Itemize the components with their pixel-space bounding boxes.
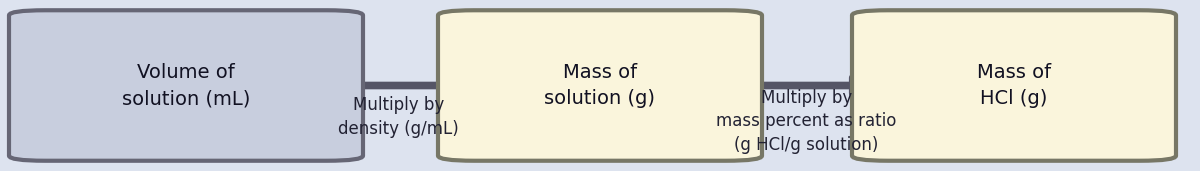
- Text: Volume of
solution (mL): Volume of solution (mL): [122, 63, 250, 108]
- FancyBboxPatch shape: [438, 10, 762, 161]
- Text: Multiply by
density (g/mL): Multiply by density (g/mL): [338, 96, 458, 138]
- Text: Mass of
HCl (g): Mass of HCl (g): [977, 63, 1051, 108]
- Text: Mass of
solution (g): Mass of solution (g): [545, 63, 655, 108]
- FancyBboxPatch shape: [10, 10, 364, 161]
- Text: Multiply by
mass percent as ratio
(g HCl/g solution): Multiply by mass percent as ratio (g HCl…: [716, 89, 896, 154]
- FancyBboxPatch shape: [852, 10, 1176, 161]
